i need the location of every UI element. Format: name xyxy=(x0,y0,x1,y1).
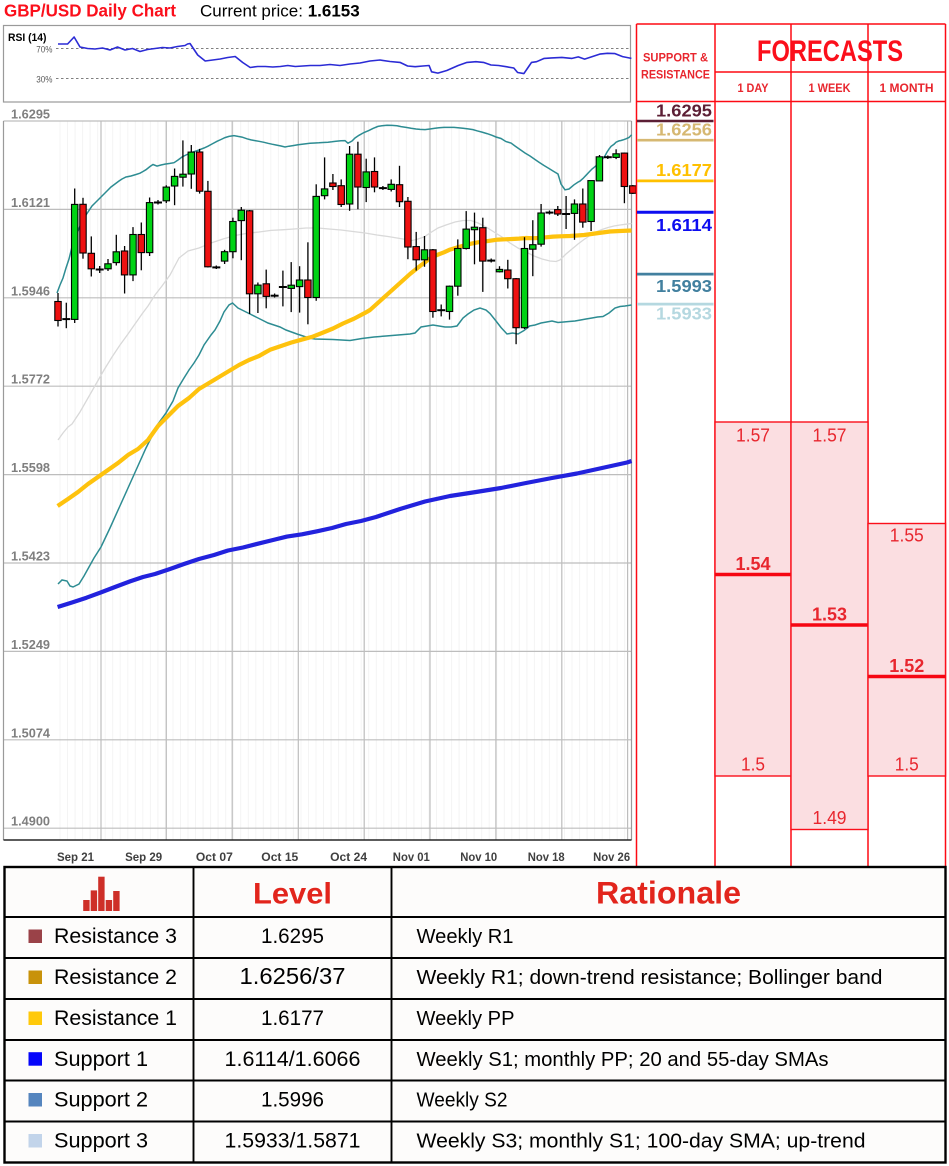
svg-text:RSI (14): RSI (14) xyxy=(8,32,47,44)
svg-text:1 WEEK: 1 WEEK xyxy=(809,83,852,95)
svg-text:1.6256/37: 1.6256/37 xyxy=(240,963,346,989)
svg-text:1.6121: 1.6121 xyxy=(11,196,50,210)
svg-text:Resistance 2: Resistance 2 xyxy=(54,965,177,989)
svg-text:1.49: 1.49 xyxy=(813,807,847,828)
svg-text:1.6177: 1.6177 xyxy=(261,1007,324,1030)
svg-text:1.5996: 1.5996 xyxy=(261,1089,324,1112)
svg-text:1.5993: 1.5993 xyxy=(656,276,712,296)
svg-text:Support 1: Support 1 xyxy=(54,1047,148,1071)
svg-text:RESISTANCE: RESISTANCE xyxy=(641,68,710,82)
svg-text:1.6295: 1.6295 xyxy=(261,925,324,948)
svg-text:1.54: 1.54 xyxy=(736,553,772,574)
svg-text:Nov 26: Nov 26 xyxy=(593,852,630,864)
svg-text:30%: 30% xyxy=(36,75,52,85)
svg-text:1.5074: 1.5074 xyxy=(11,726,50,740)
svg-text:Weekly R1: Weekly R1 xyxy=(417,926,514,948)
svg-text:1.5: 1.5 xyxy=(741,754,765,775)
svg-text:Rationale: Rationale xyxy=(596,875,741,911)
svg-text:1.6256: 1.6256 xyxy=(656,119,712,139)
svg-text:SUPPORT &: SUPPORT & xyxy=(643,51,708,65)
svg-text:Level: Level xyxy=(253,878,332,911)
svg-text:1 MONTH: 1 MONTH xyxy=(880,83,934,95)
svg-text:Weekly S3; monthly S1; 100-day: Weekly S3; monthly S1; 100-day SMA; up-t… xyxy=(417,1131,866,1153)
svg-text:Support 2: Support 2 xyxy=(54,1088,148,1112)
svg-text:1.5933/1.5871: 1.5933/1.5871 xyxy=(225,1130,361,1153)
svg-text:1.5423: 1.5423 xyxy=(11,550,50,564)
svg-text:1.57: 1.57 xyxy=(813,424,847,445)
svg-text:Oct 07: Oct 07 xyxy=(196,852,233,864)
svg-text:Resistance 1: Resistance 1 xyxy=(54,1006,177,1030)
svg-text:1.57: 1.57 xyxy=(736,424,770,445)
svg-text:1.6177: 1.6177 xyxy=(656,160,712,180)
svg-text:Weekly PP: Weekly PP xyxy=(417,1008,515,1030)
svg-text:1.5598: 1.5598 xyxy=(11,461,50,475)
svg-text:1.6114/1.6066: 1.6114/1.6066 xyxy=(225,1048,361,1071)
svg-text:Weekly R1; down-trend resistan: Weekly R1; down-trend resistance; Bollin… xyxy=(417,967,883,989)
svg-text:1.5946: 1.5946 xyxy=(11,284,50,298)
svg-text:1.55: 1.55 xyxy=(890,525,924,546)
svg-text:Weekly S2: Weekly S2 xyxy=(417,1090,508,1112)
svg-text:Resistance 3: Resistance 3 xyxy=(54,924,177,948)
svg-text:Oct 24: Oct 24 xyxy=(330,852,368,864)
svg-text:1.6114: 1.6114 xyxy=(656,215,712,235)
svg-text:1.5933: 1.5933 xyxy=(656,304,712,324)
svg-text:Current price: 1.6153: Current price: 1.6153 xyxy=(200,2,360,21)
svg-text:Sep 21: Sep 21 xyxy=(57,852,95,864)
svg-text:Oct 15: Oct 15 xyxy=(261,852,299,864)
svg-text:GBP/USD Daily Chart: GBP/USD Daily Chart xyxy=(4,1,176,21)
svg-text:Nov 10: Nov 10 xyxy=(460,852,497,864)
svg-text:FORECASTS: FORECASTS xyxy=(757,35,903,68)
svg-text:1.5249: 1.5249 xyxy=(11,638,50,652)
svg-text:1.4900: 1.4900 xyxy=(11,815,50,829)
svg-text:1.6295: 1.6295 xyxy=(11,108,50,122)
svg-text:Support 3: Support 3 xyxy=(54,1129,148,1153)
svg-text:70%: 70% xyxy=(36,45,52,55)
svg-text:1.5: 1.5 xyxy=(895,754,919,775)
svg-text:Nov 18: Nov 18 xyxy=(528,852,566,864)
svg-text:Sep 29: Sep 29 xyxy=(125,852,162,864)
svg-text:Weekly S1; monthly PP; 20 and: Weekly S1; monthly PP; 20 and 55-day SMA… xyxy=(417,1049,829,1071)
svg-text:1.53: 1.53 xyxy=(812,604,847,625)
svg-text:1 DAY: 1 DAY xyxy=(738,83,769,95)
svg-text:1.6295: 1.6295 xyxy=(656,101,712,121)
svg-text:Nov 01: Nov 01 xyxy=(393,852,431,864)
svg-text:1.5772: 1.5772 xyxy=(11,373,50,387)
svg-text:1.52: 1.52 xyxy=(889,655,924,676)
